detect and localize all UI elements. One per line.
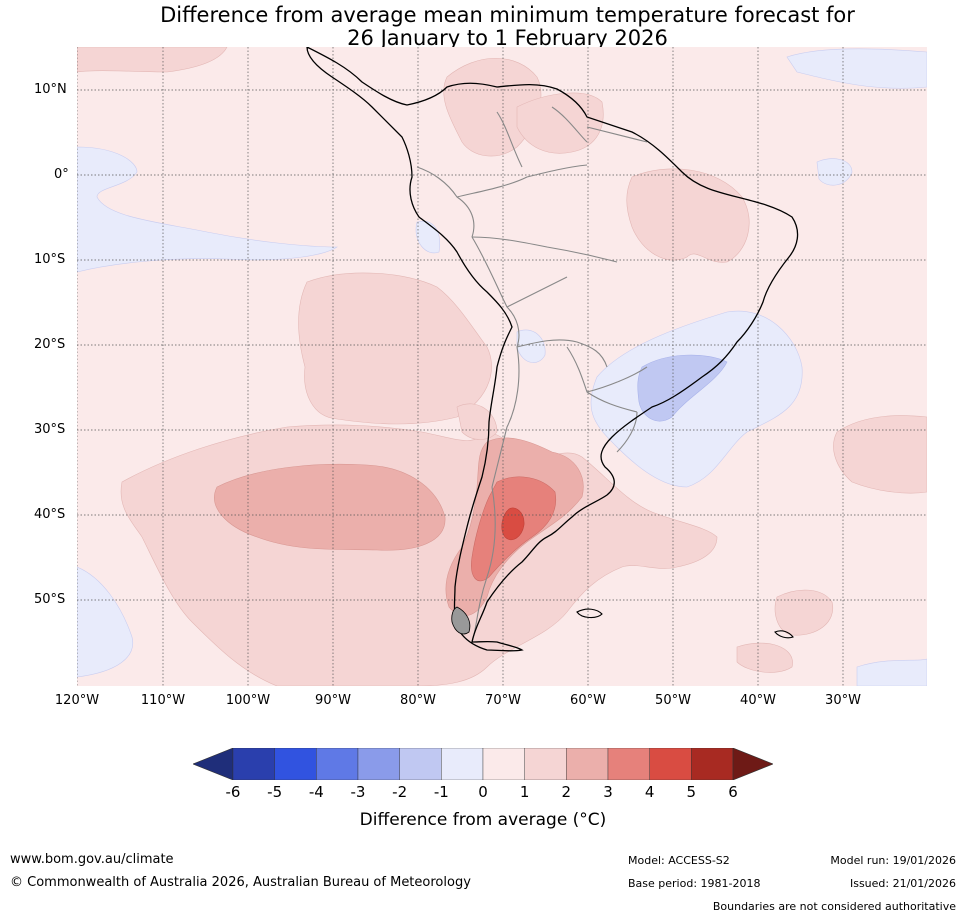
map-svg xyxy=(77,47,927,686)
colorbar-tick-label: 2 xyxy=(561,783,572,801)
tierra-del-fuego xyxy=(451,606,471,635)
title-line-1: Difference from average mean minimum tem… xyxy=(160,3,855,27)
cool-region-pacific-equatorial xyxy=(77,146,338,273)
warm-region-southeast-pacific xyxy=(298,272,492,425)
footer-website: www.bom.gov.au/climate xyxy=(10,852,174,867)
colorbar-tick-label: -6 xyxy=(225,783,241,801)
warm-region-east-atlantic xyxy=(833,415,927,494)
lon-label-120w: 120°W xyxy=(54,693,100,708)
colorbar-segment xyxy=(357,747,400,781)
lon-label-60w: 60°W xyxy=(570,693,606,708)
colorbar-segment xyxy=(524,747,567,781)
lat-label-30s: 30°S xyxy=(34,422,66,437)
colorbar-tick-label: 0 xyxy=(478,783,488,801)
warm-region-sw-atlantic xyxy=(736,642,793,673)
footer-boundaries: Boundaries are not considered authoritat… xyxy=(712,900,956,913)
lat-label-10n: 10°N xyxy=(34,82,67,97)
warm-region-north-pacific xyxy=(77,47,228,73)
colorbar-segment xyxy=(274,747,317,781)
colorbar-segment xyxy=(607,747,650,781)
colorbar-tick-label: 3 xyxy=(603,783,613,801)
lat-label-50s: 50°S xyxy=(34,592,66,607)
lat-label-20s: 20°S xyxy=(34,337,66,352)
warm-region-pacific-moderate xyxy=(214,463,446,551)
colorbar-segment xyxy=(691,747,734,781)
colorbar-tick-label: 5 xyxy=(686,783,697,801)
lon-label-80w: 80°W xyxy=(400,693,436,708)
cool-region-pacific-south xyxy=(77,566,134,678)
colorbar-segment xyxy=(482,747,525,781)
cool-anomaly-regions xyxy=(77,48,927,686)
colorbar-extend-low xyxy=(192,747,234,781)
footer-model-run: Model run: 19/01/2026 xyxy=(830,854,956,867)
south-america-coastline xyxy=(306,47,799,652)
colorbar-segment xyxy=(316,747,359,781)
cool-region-north-atlantic xyxy=(786,48,927,89)
footer-issued: Issued: 21/01/2026 xyxy=(849,877,956,890)
footer-copyright: © Commonwealth of Australia 2026, Austra… xyxy=(10,875,471,890)
colorbar-label: Difference from average (°C) xyxy=(359,810,607,830)
colorbar-extend-high xyxy=(732,747,774,781)
colorbar-tick-label: 4 xyxy=(644,783,655,801)
colorbar-tick-label: 1 xyxy=(519,783,530,801)
lon-label-50w: 50°W xyxy=(655,693,691,708)
colorbar-segment xyxy=(399,747,442,781)
title-line-2: 26 January to 1 February 2026 xyxy=(347,26,668,50)
colorbar xyxy=(192,747,774,781)
lat-label-40s: 40°S xyxy=(34,507,66,522)
colorbar-segment xyxy=(566,747,609,781)
footer-base-period: Base period: 1981-2018 xyxy=(628,877,761,890)
map-title: Difference from average mean minimum tem… xyxy=(0,4,965,50)
lon-label-90w: 90°W xyxy=(315,693,351,708)
lon-label-110w: 110°W xyxy=(140,693,186,708)
cool-region-peru-coast xyxy=(415,220,441,254)
forecast-map xyxy=(77,47,927,686)
lon-label-70w: 70°W xyxy=(485,693,521,708)
warm-region-central xyxy=(456,403,498,440)
warm-region-south-atlantic xyxy=(774,589,834,636)
lon-label-100w: 100°W xyxy=(225,693,271,708)
south-georgia xyxy=(774,630,794,639)
lon-label-40w: 40°W xyxy=(740,693,776,708)
cool-region-se-brazil xyxy=(590,310,803,488)
colorbar-tick-label: -2 xyxy=(392,783,408,801)
cool-region-equatorial-atlantic xyxy=(816,158,853,186)
cool-region-south-atlantic xyxy=(856,658,927,686)
colorbar-svg xyxy=(192,747,774,781)
colorbar-tick-label: -5 xyxy=(267,783,283,801)
colorbar-tick-label: -1 xyxy=(433,783,449,801)
warm-region-patagonia-peak xyxy=(501,507,525,541)
lon-label-30w: 30°W xyxy=(825,693,861,708)
country-boundaries xyxy=(416,106,648,643)
colorbar-tick-label: 6 xyxy=(728,783,738,801)
colorbar-segment xyxy=(232,747,275,781)
colorbar-segment xyxy=(441,747,484,781)
footer-model: Model: ACCESS-S2 xyxy=(628,854,730,867)
cool-region-strong xyxy=(637,354,728,422)
cool-region-bolivia xyxy=(516,329,546,363)
colorbar-segment xyxy=(649,747,692,781)
falkland-islands xyxy=(576,608,603,619)
colorbar-tick-label: -4 xyxy=(308,783,324,801)
lat-label-10s: 10°S xyxy=(34,252,66,267)
lat-label-0: 0° xyxy=(54,167,69,182)
colorbar-tick-label: -3 xyxy=(350,783,366,801)
graticule xyxy=(77,47,927,686)
